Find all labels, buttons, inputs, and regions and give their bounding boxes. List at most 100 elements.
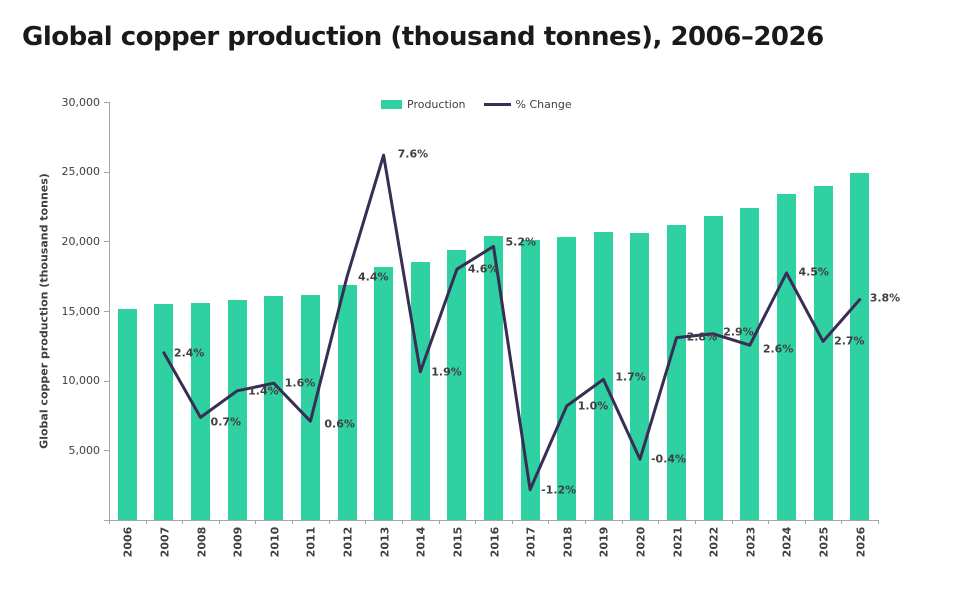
pct-change-label-2012: 4.4% [358, 270, 389, 284]
x-axis-tick [548, 520, 549, 524]
pct-change-label-2019: 1.7% [615, 370, 646, 384]
y-axis-tick-label: 10,000 [61, 374, 101, 388]
x-axis-label-2022: 2022 [707, 526, 721, 558]
x-axis-tick [109, 520, 110, 524]
pct-change-label-2009: 1.4% [248, 384, 279, 398]
production-bar-2009 [227, 299, 247, 520]
x-axis-label-2013: 2013 [378, 526, 392, 558]
pct-change-label-2017: -1.2% [541, 483, 577, 497]
x-axis-tick [146, 520, 147, 524]
production-bar-2021 [667, 224, 687, 520]
x-axis-tick [255, 520, 256, 524]
chart-title: Global copper production (thousand tonne… [22, 22, 824, 52]
legend-production-label: Production [407, 98, 466, 111]
x-axis-tick [402, 520, 403, 524]
x-axis-tick [182, 520, 183, 524]
x-axis-tick [475, 520, 476, 524]
y-axis-tick [104, 450, 109, 451]
y-axis-tick [104, 520, 109, 521]
x-axis-tick [585, 520, 586, 524]
x-axis-label-2016: 2016 [488, 526, 501, 558]
x-axis-tick [219, 520, 220, 524]
pct-change-label-2020: -0.4% [650, 452, 687, 466]
x-axis-tick [365, 520, 366, 524]
production-bar-2019 [593, 231, 613, 520]
pct-change-label-2018: 1.0% [577, 399, 609, 413]
x-axis-tick [805, 520, 806, 524]
production-bar-2007 [154, 304, 174, 520]
production-bar-2010 [264, 296, 284, 520]
y-axis-tick [104, 311, 109, 312]
y-axis-tick-label: 20,000 [61, 234, 101, 248]
production-bar-2013 [374, 266, 394, 520]
pct-change-label-2015: 4.6% [467, 262, 499, 276]
production-bar-2008 [191, 302, 211, 520]
pct-change-label-2011: 0.6% [324, 417, 355, 431]
x-axis-label-2017: 2017 [524, 526, 538, 558]
x-axis-tick [292, 520, 293, 524]
x-axis-tick [658, 520, 659, 524]
production-bar-2015 [447, 250, 467, 520]
legend: Production % Change [381, 98, 572, 111]
production-bar-2014 [410, 262, 430, 520]
x-axis-label-2021: 2021 [671, 526, 685, 558]
pct-change-label-2025: 2.7% [834, 334, 865, 348]
production-bar-2025 [813, 185, 833, 520]
legend-production-swatch [381, 100, 402, 109]
x-axis-tick [695, 520, 696, 524]
x-axis-tick [329, 520, 330, 524]
pct-change-label-2022: 2.9% [723, 325, 754, 339]
production-bar-2006 [117, 308, 137, 520]
legend-pct-change-label: % Change [515, 98, 572, 111]
x-axis-label-2011: 2011 [304, 526, 318, 558]
x-axis-label-2019: 2019 [597, 526, 611, 558]
x-axis-label-2024: 2024 [780, 526, 794, 558]
x-axis-label-2010: 2010 [268, 526, 282, 558]
production-bar-2011 [300, 294, 320, 520]
production-bar-2024 [776, 194, 796, 520]
y-axis-tick [104, 102, 109, 103]
y-axis-tick-label: 30,000 [61, 95, 101, 109]
x-axis-tick [512, 520, 513, 524]
pct-change-label-2014: 1.9% [431, 365, 462, 379]
pct-change-label-2016: 5.2% [505, 235, 537, 249]
production-bar-2016 [484, 236, 503, 520]
pct-change-label-2024: 4.5% [798, 265, 829, 279]
x-axis-label-2007: 2007 [158, 526, 172, 558]
x-axis-tick [841, 520, 842, 524]
x-axis-tick [878, 520, 879, 524]
x-axis-label-2014: 2014 [414, 526, 428, 558]
x-axis-label-2020: 2020 [634, 526, 648, 558]
x-axis-label-2008: 2008 [195, 526, 209, 558]
x-axis-label-2018: 2018 [561, 526, 575, 558]
x-axis-label-2026: 2026 [854, 526, 868, 558]
pct-change-label-2026: 3.8% [869, 291, 901, 305]
x-axis-tick [622, 520, 623, 524]
y-axis-tick-label: 25,000 [61, 165, 101, 179]
x-axis-label-2006: 2006 [121, 526, 135, 558]
y-axis-tick [104, 381, 109, 382]
y-axis-tick [104, 172, 109, 173]
pct-change-label-2021: 2.8% [686, 330, 718, 344]
y-axis-line [109, 102, 110, 520]
production-bar-2022 [703, 216, 723, 520]
x-axis-label-2015: 2015 [451, 526, 465, 558]
x-axis-tick [768, 520, 769, 524]
pct-change-label-2013: 7.6% [397, 147, 429, 161]
x-axis-line [108, 520, 879, 521]
legend-pct-change-swatch [483, 103, 511, 106]
pct-change-label-2023: 2.6% [762, 342, 794, 356]
pct-change-label-2007: 2.4% [173, 346, 205, 360]
y-axis-tick [104, 241, 109, 242]
x-axis-label-2025: 2025 [817, 526, 831, 558]
production-bar-2017 [520, 239, 540, 520]
x-axis-tick [439, 520, 440, 524]
y-axis-tick-label: 5,000 [68, 443, 101, 457]
pct-change-label-2010: 1.6% [284, 376, 316, 390]
production-bar-2023 [740, 208, 760, 520]
y-axis-tick-label: 15,000 [61, 304, 101, 318]
x-axis-label-2009: 2009 [231, 526, 245, 558]
x-axis-label-2023: 2023 [744, 526, 758, 558]
x-axis-tick [732, 520, 733, 524]
